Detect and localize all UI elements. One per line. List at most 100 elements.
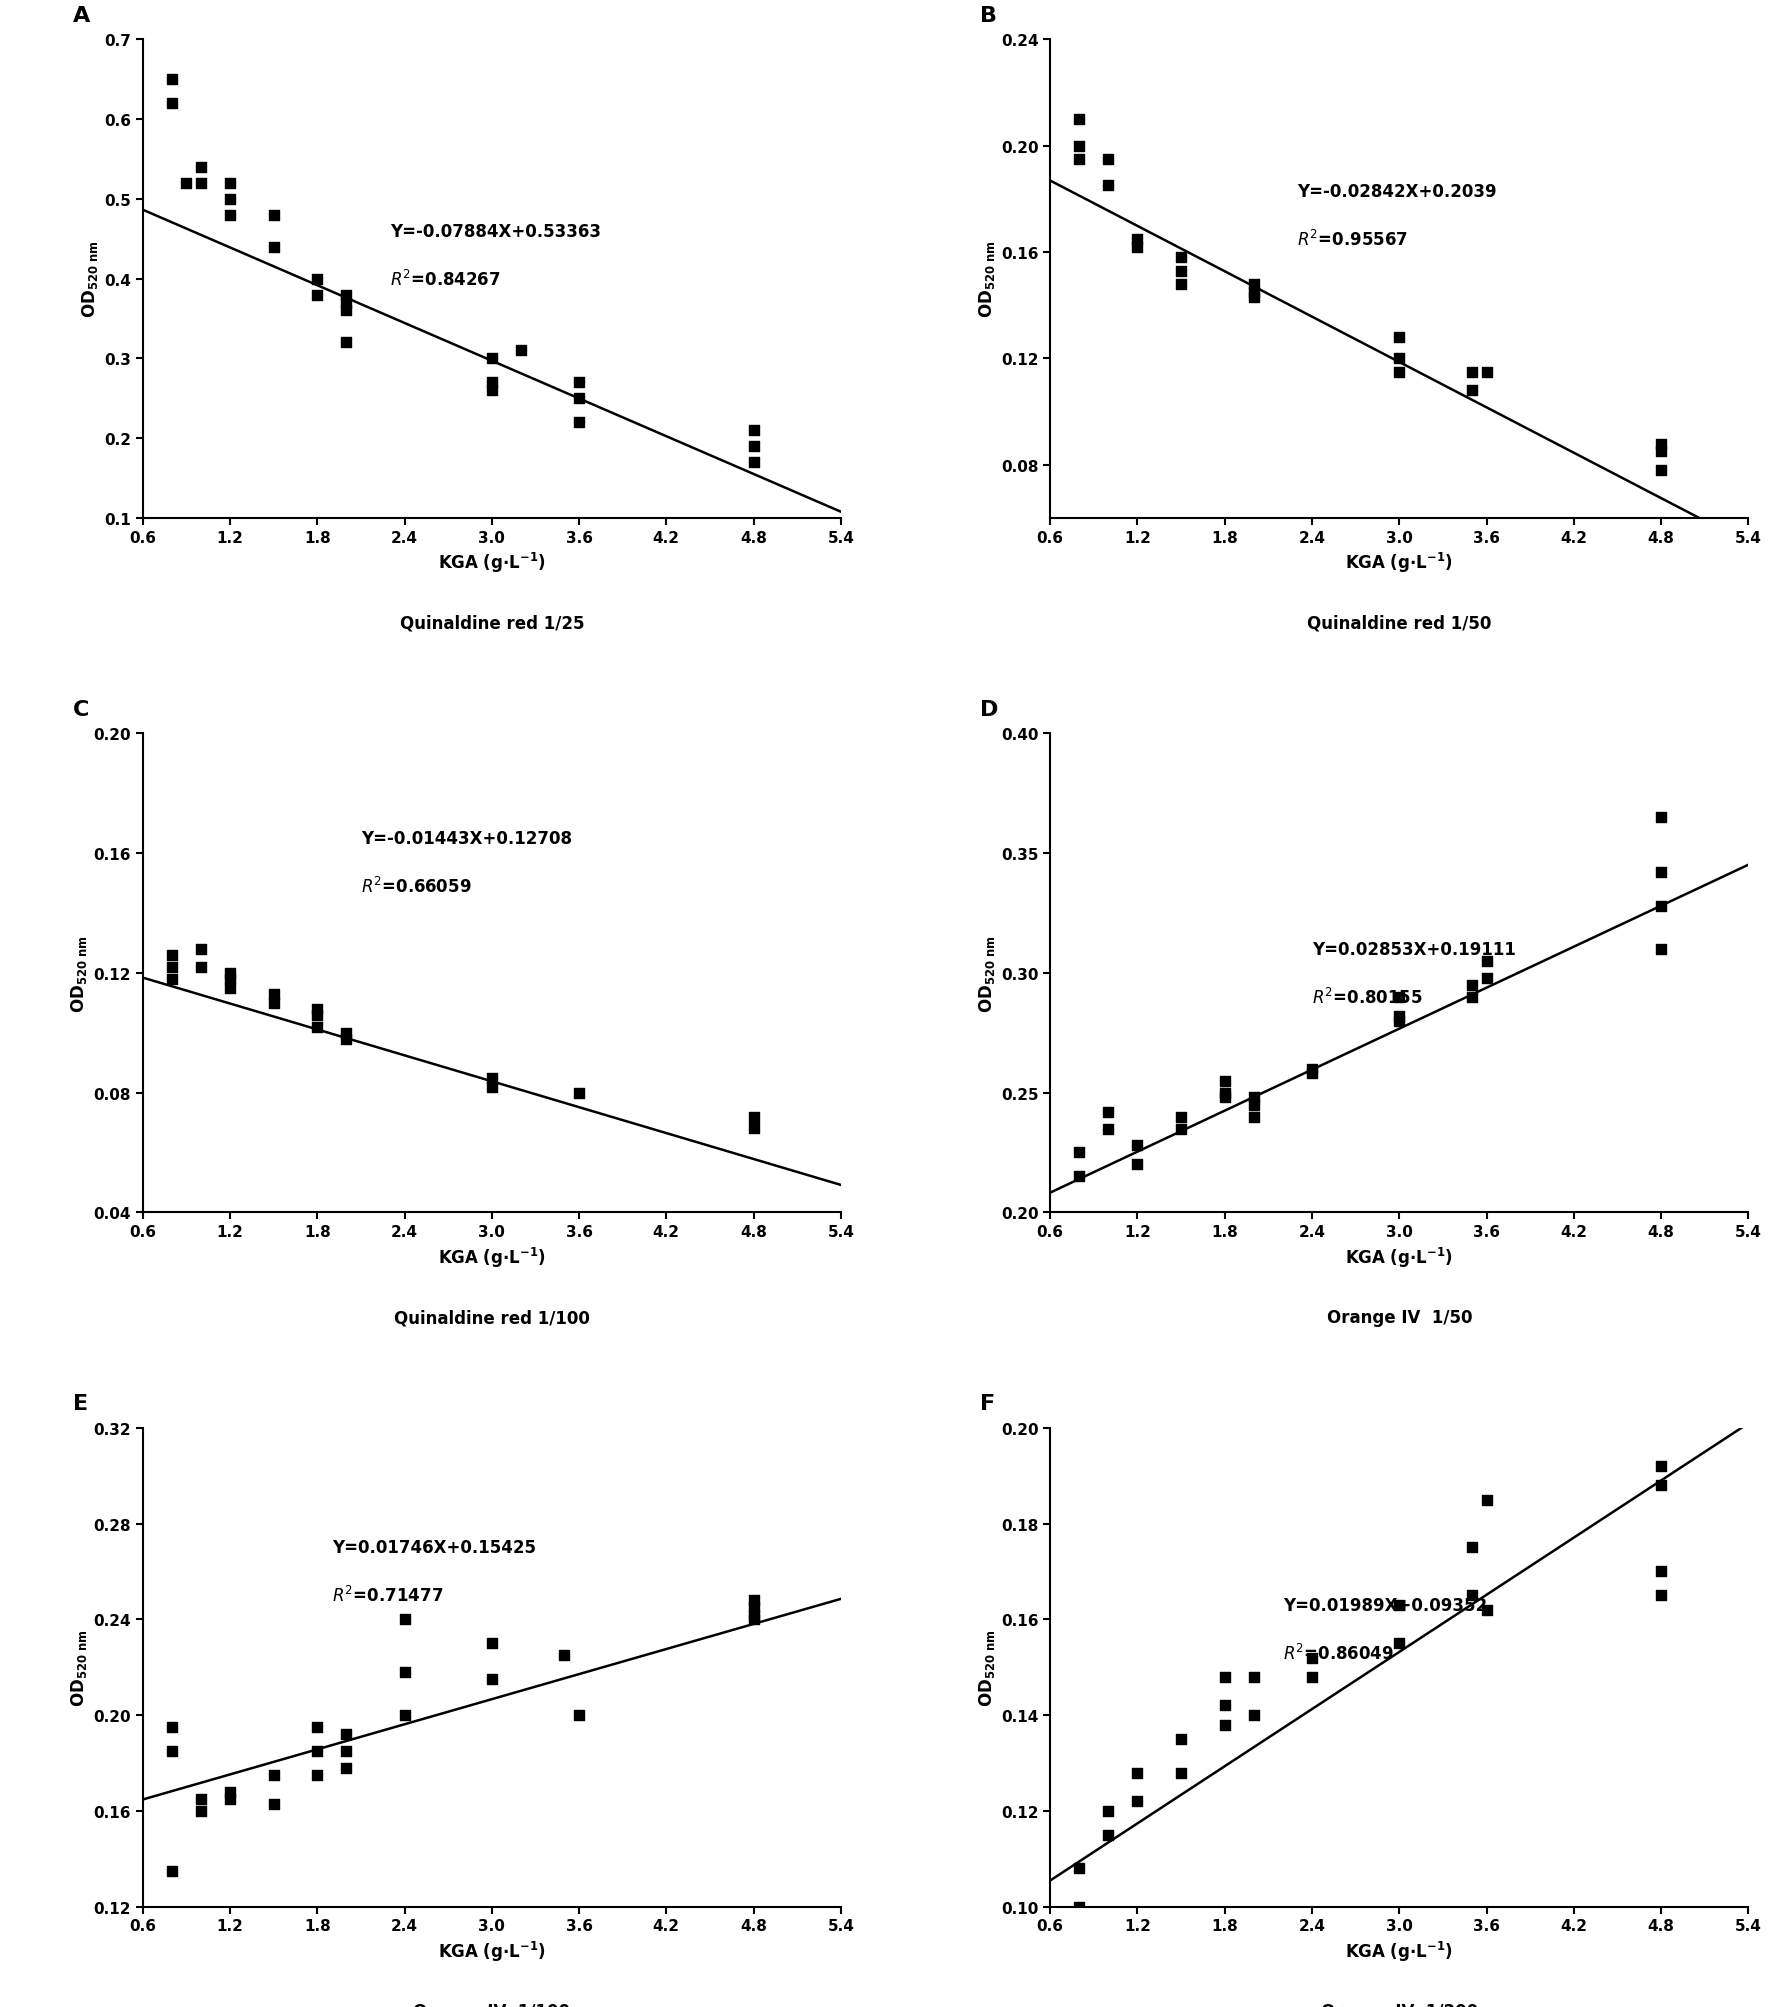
Point (1211, 1662, 1240, 1694)
Point (1167, 269, 1195, 301)
Point (187, 933, 216, 965)
Point (566, 1078, 594, 1110)
Point (1065, 1891, 1094, 1923)
Point (157, 88, 186, 120)
Point (303, 279, 332, 311)
Text: $R^2$=0.86049: $R^2$=0.86049 (1283, 1644, 1393, 1664)
Point (303, 993, 332, 1026)
Point (739, 1112, 767, 1144)
Point (216, 199, 244, 231)
Point (332, 1718, 360, 1750)
Point (478, 1072, 507, 1104)
Point (1647, 1469, 1675, 1501)
Point (259, 987, 287, 1020)
Point (187, 169, 216, 201)
Text: C: C (73, 700, 89, 721)
Point (1065, 1160, 1094, 1192)
Text: Y=0.01989X+0.09352: Y=0.01989X+0.09352 (1283, 1596, 1488, 1614)
Point (478, 1664, 507, 1696)
Point (739, 1600, 767, 1632)
Y-axis label: $\mathbf{OD_{520\ nm}}$: $\mathbf{OD_{520\ nm}}$ (976, 935, 997, 1012)
Point (157, 1712, 186, 1744)
Point (391, 1604, 419, 1636)
Text: Y=-0.02842X+0.2039: Y=-0.02842X+0.2039 (1297, 183, 1497, 201)
Point (1167, 1756, 1195, 1788)
Point (332, 1752, 360, 1784)
Point (1384, 357, 1413, 389)
Point (157, 1734, 186, 1766)
X-axis label: $\mathbf{KGA\ (g{\cdot}L^{-1})}$: $\mathbf{KGA\ (g{\cdot}L^{-1})}$ (437, 1244, 546, 1268)
Point (216, 1776, 244, 1808)
Point (1211, 1082, 1240, 1114)
Point (157, 963, 186, 995)
Point (1297, 1058, 1326, 1090)
Point (1458, 375, 1486, 407)
Point (1384, 1628, 1413, 1660)
Point (1240, 1102, 1268, 1134)
Text: Y=-0.01443X+0.12708: Y=-0.01443X+0.12708 (360, 829, 573, 847)
Point (1458, 357, 1486, 389)
Point (1211, 1078, 1240, 1110)
Point (332, 327, 360, 359)
Point (566, 367, 594, 399)
Text: Orange IV  1/200: Orange IV 1/200 (1320, 2003, 1477, 2007)
Point (1240, 1700, 1268, 1732)
Point (1472, 945, 1500, 977)
Point (332, 279, 360, 311)
Point (216, 1782, 244, 1814)
Text: A: A (73, 6, 91, 26)
Point (739, 1592, 767, 1624)
Point (478, 1062, 507, 1094)
Point (1297, 1642, 1326, 1674)
Point (303, 1758, 332, 1790)
Point (507, 335, 535, 367)
Point (1065, 104, 1094, 136)
Point (1240, 1082, 1268, 1114)
Text: Y=-0.07884X+0.53363: Y=-0.07884X+0.53363 (391, 223, 601, 241)
Point (171, 169, 200, 201)
Point (216, 963, 244, 995)
Point (739, 1604, 767, 1636)
Point (259, 977, 287, 1010)
Point (1384, 1590, 1413, 1622)
Text: Orange IV  1/50: Orange IV 1/50 (1327, 1309, 1472, 1327)
X-axis label: $\mathbf{KGA\ (g{\cdot}L^{-1})}$: $\mathbf{KGA\ (g{\cdot}L^{-1})}$ (1345, 1939, 1454, 1963)
Point (259, 231, 287, 263)
Point (332, 287, 360, 319)
Point (478, 375, 507, 407)
Point (303, 263, 332, 295)
Point (1384, 1006, 1413, 1038)
Point (1240, 277, 1268, 309)
Text: D: D (981, 700, 999, 721)
Text: $R^2$=0.84267: $R^2$=0.84267 (391, 269, 501, 289)
Point (1094, 171, 1122, 203)
Point (1240, 283, 1268, 315)
Point (1094, 145, 1122, 177)
Point (1211, 1708, 1240, 1740)
Text: Quinaldine red 1/50: Quinaldine red 1/50 (1308, 614, 1491, 632)
Point (187, 1782, 216, 1814)
Point (1647, 1580, 1675, 1612)
X-axis label: $\mathbf{KGA\ (g{\cdot}L^{-1})}$: $\mathbf{KGA\ (g{\cdot}L^{-1})}$ (437, 552, 546, 576)
Point (1458, 981, 1486, 1014)
Y-axis label: $\mathbf{OD_{520\ nm}}$: $\mathbf{OD_{520\ nm}}$ (976, 1628, 997, 1706)
Point (391, 1700, 419, 1732)
Text: $R^2$=0.66059: $R^2$=0.66059 (360, 877, 471, 897)
X-axis label: $\mathbf{KGA\ (g{\cdot}L^{-1})}$: $\mathbf{KGA\ (g{\cdot}L^{-1})}$ (1345, 552, 1454, 576)
Point (1472, 1594, 1500, 1626)
X-axis label: $\mathbf{KGA\ (g{\cdot}L^{-1})}$: $\mathbf{KGA\ (g{\cdot}L^{-1})}$ (437, 1939, 546, 1963)
Text: E: E (73, 1393, 87, 1413)
Point (1211, 1066, 1240, 1098)
Point (1065, 1852, 1094, 1885)
Point (303, 999, 332, 1032)
Point (1167, 255, 1195, 287)
Point (1167, 1112, 1195, 1144)
Point (1458, 1531, 1486, 1563)
Point (1384, 999, 1413, 1032)
Point (1647, 1451, 1675, 1483)
Point (1124, 223, 1152, 255)
Point (1124, 1130, 1152, 1162)
Point (391, 1656, 419, 1688)
Point (216, 183, 244, 215)
Point (1647, 857, 1675, 889)
